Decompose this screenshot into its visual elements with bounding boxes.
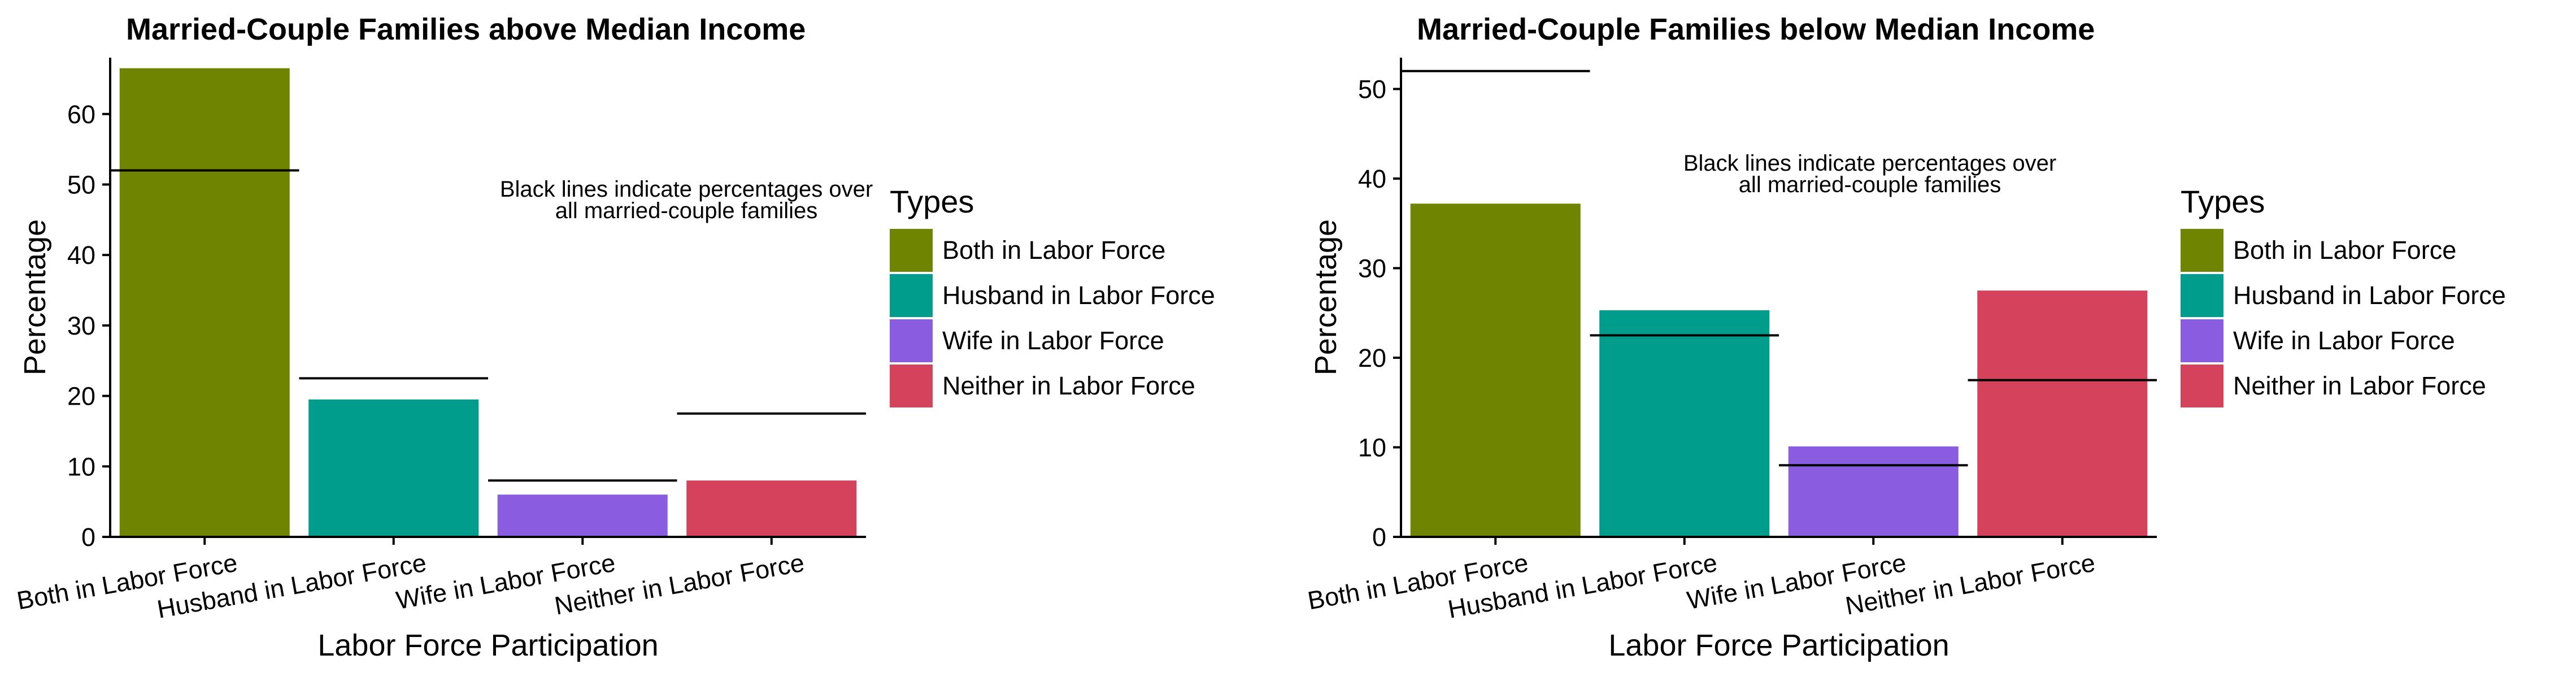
chart2-bar-3: [1788, 446, 1959, 537]
chart2-legend-label-4: Neither in Labor Force: [2233, 371, 2486, 400]
chart1-bar-4: [686, 480, 857, 537]
chart2-y-axis-title: Percentage: [1309, 219, 1343, 375]
chart1-bar-2: [308, 399, 479, 537]
chart2-y-tick-label: 10: [1358, 433, 1386, 462]
chart2-y-tick-label: 0: [1372, 523, 1386, 552]
chart1-legend-swatch-2: [890, 274, 933, 317]
chart1-legend-swatch-1: [890, 229, 933, 272]
chart1-annotation-line-2: all married-couple families: [555, 198, 818, 223]
chart2-title: Married-Couple Families below Median Inc…: [1417, 12, 2095, 46]
chart2-legend-swatch-1: [2181, 229, 2223, 272]
chart2-legend-swatch-3: [2181, 319, 2223, 362]
chart1-y-tick-label: 60: [67, 100, 95, 129]
chart2-y-tick-label: 40: [1358, 164, 1386, 193]
chart1-legend-title: Types: [890, 184, 974, 219]
chart1-bar-1: [119, 68, 290, 537]
chart1-y-tick-label: 30: [67, 311, 95, 340]
chart1-x-axis-title: Labor Force Participation: [317, 628, 658, 662]
chart1-legend-label-4: Neither in Labor Force: [942, 371, 1195, 400]
chart2-y-tick-label: 20: [1358, 344, 1386, 372]
chart2-y-tick-label: 30: [1358, 254, 1386, 283]
chart2-legend-title: Types: [2181, 184, 2265, 219]
chart1-y-tick-label: 50: [67, 170, 95, 199]
chart2-bar-2: [1599, 310, 1770, 537]
chart2-legend-label-2: Husband in Labor Force: [2233, 281, 2506, 310]
chart2-bar-1: [1410, 203, 1581, 537]
chart2-legend-label-3: Wife in Labor Force: [2233, 326, 2455, 355]
chart1-legend-swatch-4: [890, 365, 933, 407]
chart1-title: Married-Couple Families above Median Inc…: [126, 12, 806, 46]
chart2-legend-label-1: Both in Labor Force: [2233, 236, 2456, 264]
chart1-annotation-line-1: Black lines indicate percentages over: [500, 177, 873, 202]
chart1-legend-label-3: Wife in Labor Force: [942, 326, 1164, 355]
chart1-y-axis-title: Percentage: [18, 219, 52, 375]
chart1-bar-3: [497, 495, 668, 537]
chart1-legend-label-2: Husband in Labor Force: [942, 281, 1215, 310]
chart2-bar-4: [1977, 290, 2148, 537]
chart2-x-axis-title: Labor Force Participation: [1608, 628, 1949, 662]
chart2-y-tick-label: 50: [1358, 75, 1386, 103]
chart1-y-tick-label: 0: [81, 523, 95, 552]
chart1-legend-label-1: Both in Labor Force: [942, 236, 1165, 264]
chart1-y-tick-label: 20: [67, 382, 95, 411]
chart2-legend-swatch-4: [2181, 365, 2223, 407]
chart1-y-tick-label: 40: [67, 241, 95, 270]
chart2-annotation-line-1: Black lines indicate percentages over: [1683, 151, 2056, 176]
chart2-legend-swatch-2: [2181, 274, 2223, 317]
chart1-legend-swatch-3: [890, 319, 933, 362]
chart2-annotation-line-2: all married-couple families: [1739, 172, 2001, 197]
chart1-y-tick-label: 10: [67, 452, 95, 481]
